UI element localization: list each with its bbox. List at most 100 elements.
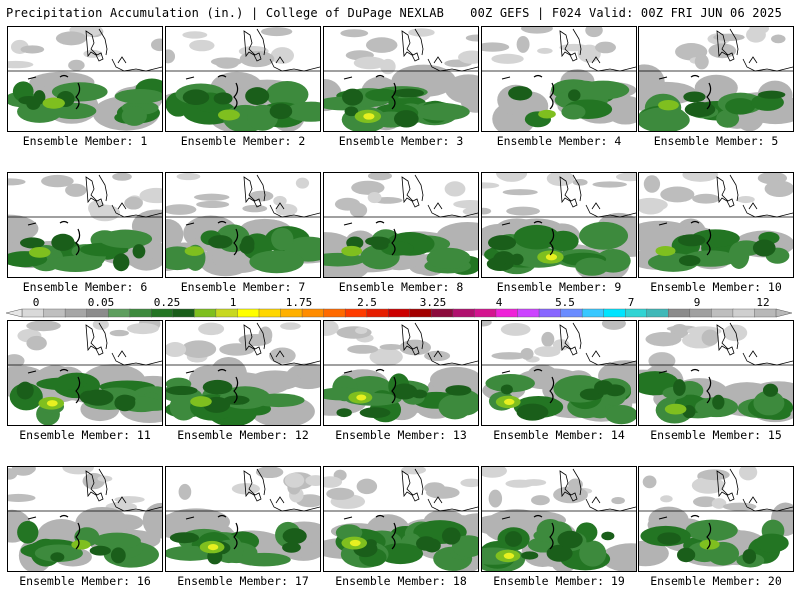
colorbar-swatch bbox=[86, 308, 109, 318]
precip-moderate-area bbox=[579, 540, 607, 567]
precip-light-area bbox=[347, 344, 379, 354]
precip-light-area bbox=[453, 200, 478, 209]
coastline bbox=[414, 28, 424, 56]
coastline bbox=[275, 350, 285, 358]
coastline bbox=[585, 352, 636, 366]
colorbar-swatch bbox=[237, 308, 260, 318]
precip-heavy-area bbox=[416, 536, 437, 551]
coastline bbox=[27, 516, 37, 520]
coastline bbox=[269, 352, 320, 366]
precip-light-area bbox=[8, 60, 34, 69]
coastline bbox=[690, 220, 700, 224]
ensemble-member-label: Ensemble Member: 16 bbox=[19, 574, 151, 588]
coastline bbox=[217, 74, 227, 78]
ensemble-member-label: Ensemble Member: 15 bbox=[650, 428, 782, 442]
precip-heavy-area bbox=[342, 88, 364, 106]
precip-heavy-area bbox=[508, 86, 533, 101]
colorbar-swatch bbox=[280, 308, 303, 318]
precip-light-area bbox=[491, 352, 528, 360]
precip-heavy-area bbox=[20, 237, 45, 249]
precip-max-area bbox=[42, 97, 65, 109]
precip-light-area bbox=[68, 59, 85, 71]
river bbox=[549, 82, 555, 110]
coastline bbox=[559, 470, 578, 502]
precip-light-area bbox=[112, 173, 132, 181]
river bbox=[549, 376, 555, 404]
precipitation-map bbox=[638, 466, 794, 572]
precip-light-area bbox=[8, 468, 18, 480]
precip-light-area bbox=[465, 34, 478, 42]
precip-light-area bbox=[546, 173, 575, 187]
precipitation-map bbox=[7, 26, 163, 132]
precip-light-area bbox=[23, 467, 36, 474]
coastline bbox=[501, 76, 511, 80]
ensemble-member-label: Ensemble Member: 18 bbox=[335, 574, 467, 588]
precip-light-area bbox=[8, 493, 36, 502]
precip-heavy-area bbox=[494, 251, 507, 267]
precip-peak-area bbox=[363, 113, 375, 120]
colorbar-swatch bbox=[495, 308, 519, 318]
colorbar-swatch bbox=[581, 308, 605, 318]
precip-peak-area bbox=[545, 253, 558, 261]
colorbar-swatches bbox=[5, 308, 793, 318]
precip-moderate-area bbox=[121, 106, 147, 126]
coastline bbox=[85, 324, 104, 356]
precip-heavy-area bbox=[208, 235, 233, 249]
precip-heavy-area bbox=[758, 90, 786, 99]
precip-heavy-area bbox=[742, 548, 757, 565]
precipitation-map bbox=[165, 466, 321, 572]
colorbar-swatch bbox=[732, 308, 756, 318]
precip-light-area bbox=[260, 27, 293, 37]
colorbar-swatch bbox=[258, 308, 282, 318]
colorbar-swatch bbox=[603, 308, 626, 318]
precip-heavy-area bbox=[445, 385, 472, 396]
coastline bbox=[658, 516, 668, 520]
precip-peak-area bbox=[46, 400, 58, 407]
precipitation-map bbox=[7, 320, 163, 426]
colorbar-swatch bbox=[625, 308, 648, 318]
precip-light-area bbox=[701, 329, 719, 346]
river bbox=[706, 82, 712, 110]
precip-light-area bbox=[708, 43, 737, 59]
colorbar-swatch bbox=[431, 308, 454, 318]
precip-light-area bbox=[643, 175, 661, 193]
precip-light-area bbox=[367, 191, 382, 204]
coastline bbox=[585, 58, 636, 72]
precip-peak-area bbox=[349, 539, 361, 547]
precip-light-area bbox=[642, 475, 657, 489]
coastline bbox=[343, 76, 353, 80]
precip-max-area bbox=[655, 245, 676, 256]
river bbox=[706, 228, 712, 256]
precip-moderate-area bbox=[377, 543, 424, 565]
precip-heavy-area bbox=[89, 545, 111, 556]
ensemble-member-label: Ensemble Member: 7 bbox=[180, 280, 306, 294]
precip-light-area bbox=[401, 467, 427, 475]
precip-moderate-area bbox=[685, 519, 738, 542]
precip-heavy-area bbox=[391, 383, 418, 400]
river bbox=[391, 228, 397, 256]
coastline bbox=[401, 324, 420, 356]
coastline bbox=[501, 370, 511, 374]
river bbox=[233, 522, 239, 550]
precip-light-area bbox=[324, 321, 339, 336]
coastline bbox=[729, 322, 739, 350]
precip-light-area bbox=[541, 331, 555, 347]
coastline bbox=[375, 220, 385, 224]
precip-light-area bbox=[713, 33, 745, 41]
precip-heavy-area bbox=[166, 385, 198, 396]
colorbar-swatch bbox=[366, 308, 389, 318]
precipitation-map bbox=[638, 320, 794, 426]
precip-heavy-area bbox=[282, 528, 307, 545]
precip-heavy-area bbox=[657, 532, 681, 545]
precip-heavy-area bbox=[16, 381, 34, 400]
coastline bbox=[585, 204, 636, 218]
coastline bbox=[414, 322, 424, 350]
coastline bbox=[501, 222, 511, 226]
colorbar-tick-label: 1 bbox=[229, 296, 237, 309]
precip-heavy-area bbox=[678, 255, 701, 267]
colorbar-swatch bbox=[388, 308, 411, 318]
precip-heavy-area bbox=[568, 89, 581, 102]
ensemble-member-label: Ensemble Member: 10 bbox=[650, 280, 782, 294]
coastline bbox=[572, 322, 582, 350]
coastline bbox=[185, 76, 195, 80]
